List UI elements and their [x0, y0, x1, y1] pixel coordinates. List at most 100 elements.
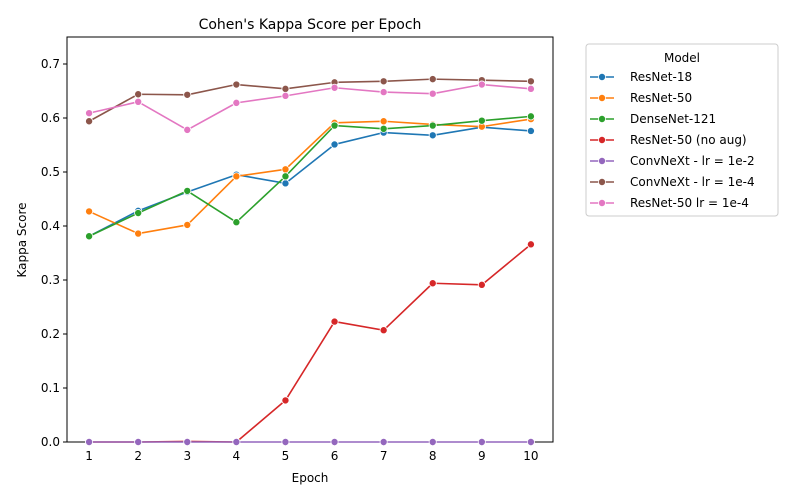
legend-swatch-marker	[598, 94, 607, 103]
x-tick-label: 2	[134, 449, 142, 463]
data-point	[428, 75, 437, 84]
legend-item-2: DenseNet-121	[590, 112, 716, 126]
data-point	[134, 229, 143, 238]
x-tick-label: 9	[478, 449, 486, 463]
data-point	[379, 77, 388, 86]
data-point	[85, 437, 94, 446]
data-point	[85, 109, 94, 118]
x-tick-label: 10	[523, 449, 538, 463]
data-point	[281, 165, 290, 174]
data-point	[428, 89, 437, 98]
legend-item-1: ResNet-50	[590, 91, 692, 105]
legend: Model ResNet-18ResNet-50DenseNet-121ResN…	[585, 43, 779, 217]
data-point	[281, 179, 290, 188]
series-path	[88, 83, 531, 131]
data-point	[183, 90, 192, 99]
data-point	[477, 280, 486, 289]
legend-label: DenseNet-121	[630, 112, 716, 126]
data-point	[526, 112, 535, 121]
data-point	[428, 121, 437, 130]
data-point	[379, 88, 388, 97]
data-point	[477, 437, 486, 446]
x-tick-label: 6	[331, 449, 339, 463]
data-point	[85, 117, 94, 126]
legend-label: ConvNeXt - lr = 1e-4	[630, 175, 755, 189]
data-point	[330, 140, 339, 149]
data-point	[281, 91, 290, 100]
data-point	[526, 77, 535, 86]
data-point	[232, 437, 241, 446]
data-point	[232, 98, 241, 107]
y-tick-label: 0.4	[41, 219, 60, 233]
data-point	[477, 80, 486, 89]
legend-item-3: ResNet-50 (no aug)	[590, 133, 747, 147]
data-point	[183, 220, 192, 229]
data-point	[281, 84, 290, 93]
legend-item-5: ConvNeXt - lr = 1e-4	[590, 175, 755, 189]
legend-label: ResNet-18	[630, 70, 692, 84]
legend-swatch-marker	[598, 177, 607, 186]
data-point	[330, 121, 339, 130]
data-point	[232, 172, 241, 181]
data-point	[232, 218, 241, 227]
series-line-2	[85, 112, 535, 241]
y-tick-label: 0.0	[41, 435, 60, 449]
data-point	[428, 279, 437, 288]
series-line-6	[85, 80, 535, 134]
legend-label: ConvNeXt - lr = 1e-2	[630, 154, 755, 168]
legend-label: ResNet-50	[630, 91, 692, 105]
data-point	[477, 116, 486, 125]
data-point	[134, 90, 143, 99]
data-point	[526, 437, 535, 446]
y-tick-label: 0.7	[41, 57, 60, 71]
x-axis-label: Epoch	[292, 471, 329, 485]
data-point	[183, 437, 192, 446]
legend-label: ResNet-50 (no aug)	[630, 133, 747, 147]
legend-swatch-marker	[598, 73, 607, 82]
data-point	[134, 209, 143, 218]
x-tick-label: 8	[429, 449, 437, 463]
data-point	[330, 437, 339, 446]
data-point	[281, 437, 290, 446]
series-line-4	[85, 437, 535, 446]
data-point	[379, 124, 388, 133]
data-point	[379, 117, 388, 126]
series-path	[88, 78, 531, 122]
y-tick-label: 0.5	[41, 165, 60, 179]
legend-swatch-marker	[598, 115, 607, 124]
data-point	[428, 437, 437, 446]
series-group	[85, 75, 535, 446]
legend-item-6: ResNet-50 lr = 1e-4	[590, 196, 749, 210]
data-point	[379, 326, 388, 335]
legend-items: ResNet-18 ResNet-50 DenseNet-121 ResNet-50 …	[590, 70, 755, 210]
legend-item-0: ResNet-18	[590, 70, 692, 84]
x-tick-label: 7	[380, 449, 388, 463]
y-tick-label: 0.3	[41, 273, 60, 287]
legend-swatch-marker	[598, 156, 607, 165]
legend-item-4: ConvNeXt - lr = 1e-2	[590, 154, 755, 168]
data-point	[134, 437, 143, 446]
chart-title: Cohen's Kappa Score per Epoch	[199, 17, 422, 33]
legend-frame	[585, 43, 779, 217]
data-point	[134, 97, 143, 106]
data-point	[428, 131, 437, 140]
data-point	[379, 437, 388, 446]
data-point	[183, 186, 192, 195]
data-point	[85, 232, 94, 241]
legend-label: ResNet-50 lr = 1e-4	[630, 196, 749, 210]
data-point	[232, 80, 241, 89]
series-path	[88, 115, 531, 237]
x-tick-label: 3	[183, 449, 191, 463]
legend-swatch-marker	[598, 135, 607, 144]
data-point	[281, 396, 290, 405]
data-point	[281, 172, 290, 181]
x-tick-label: 5	[282, 449, 290, 463]
y-tick-label: 0.1	[41, 381, 60, 395]
x-tick-label: 4	[233, 449, 241, 463]
data-point	[526, 240, 535, 249]
data-point	[183, 125, 192, 134]
data-point	[526, 84, 535, 93]
legend-swatch-marker	[598, 198, 607, 207]
y-tick-label: 0.2	[41, 327, 60, 341]
